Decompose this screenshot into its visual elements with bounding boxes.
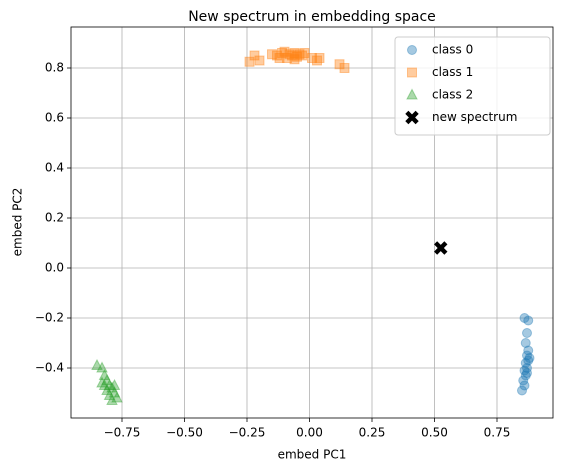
legend-label: class 0 [432, 43, 473, 57]
point [289, 54, 300, 65]
point [96, 376, 108, 388]
point [282, 53, 292, 63]
point [522, 368, 532, 378]
y-tick-label: 0.2 [45, 211, 64, 225]
legend-label: new spectrum [432, 110, 517, 124]
x-tick-label: 0.25 [359, 426, 386, 440]
point [98, 368, 111, 380]
point [103, 378, 116, 390]
legend-marker [405, 110, 419, 125]
legend-label: class 2 [432, 88, 473, 102]
legend-label: class 1 [432, 65, 473, 79]
point [101, 383, 113, 395]
point [289, 48, 300, 58]
point [292, 51, 302, 62]
point [103, 388, 116, 400]
point [520, 338, 531, 348]
x-tick-label: −0.50 [166, 426, 203, 440]
point [91, 358, 103, 370]
point [249, 50, 260, 61]
point [523, 315, 534, 326]
point [106, 381, 118, 393]
point [339, 63, 350, 73]
x-tick-label: 0.00 [296, 426, 323, 440]
y-tick-label: 0.4 [45, 161, 64, 175]
point [523, 355, 534, 366]
point [287, 50, 297, 61]
point [297, 50, 307, 61]
point [519, 365, 530, 376]
point [518, 375, 529, 386]
point [523, 345, 534, 356]
point [524, 353, 535, 363]
x-tick-label: −0.75 [104, 426, 141, 440]
x-tick-label: 0.50 [421, 426, 448, 440]
point [106, 393, 118, 405]
point [108, 386, 121, 398]
point [111, 391, 123, 403]
point [520, 370, 531, 381]
y-axis-label: embed PC2 [11, 188, 25, 257]
point [522, 328, 532, 338]
point [108, 378, 121, 390]
point [267, 49, 277, 60]
point [279, 46, 290, 57]
x-tick-label: −0.25 [229, 426, 266, 440]
point [98, 378, 111, 390]
point [517, 385, 527, 396]
y-tick-label: −0.4 [35, 361, 64, 375]
point [284, 49, 295, 60]
point [272, 50, 282, 61]
point [307, 53, 317, 63]
y-tick-label: 0.6 [45, 111, 64, 125]
point [101, 373, 113, 385]
legend-marker [407, 67, 417, 78]
point [334, 59, 345, 70]
x-tick-label: 0.75 [484, 426, 511, 440]
point [244, 56, 255, 67]
legend-marker [406, 88, 418, 100]
legend-marker [407, 45, 417, 55]
point [519, 380, 530, 391]
point [522, 363, 532, 373]
x-axis-label: embed PC1 [278, 448, 347, 462]
y-tick-label: 0.0 [45, 261, 64, 275]
point [254, 55, 265, 66]
y-tick-label: −0.2 [35, 311, 64, 325]
chart-title: New spectrum in embedding space [188, 9, 436, 25]
y-tick-label: 0.8 [45, 61, 64, 75]
point [519, 313, 530, 323]
point [314, 53, 325, 63]
point [522, 350, 532, 361]
point [434, 241, 448, 255]
point [294, 49, 305, 60]
point [520, 358, 531, 368]
legend-box [394, 36, 551, 136]
point [274, 53, 285, 63]
point [312, 55, 322, 66]
point [277, 48, 287, 58]
point [299, 48, 310, 58]
point [96, 361, 108, 373]
plot-frame [70, 26, 554, 419]
